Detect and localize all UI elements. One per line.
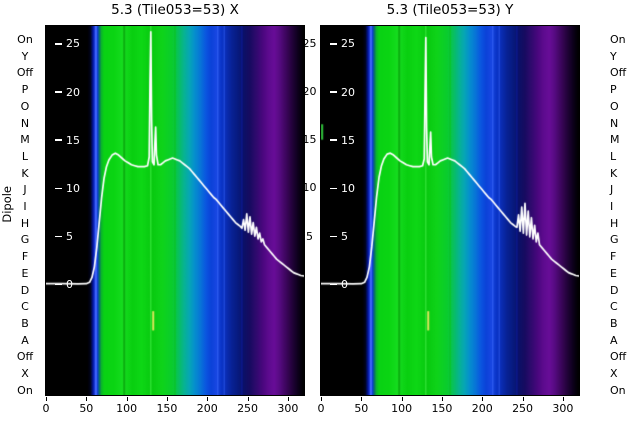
dipole-label-right: Off [610, 350, 627, 364]
dipole-labels-left: On Y Off P O N M L K J I H G F E D C B A Off X On [12, 33, 38, 397]
x-tick-mark [207, 397, 209, 401]
dipole-label-right: Off [610, 66, 627, 80]
x-tick-mark [46, 397, 47, 401]
dipole-label-left: P [21, 83, 29, 97]
dipole-label-left: N [20, 116, 30, 130]
dipole-label-left: O [20, 99, 30, 113]
x-tick-mark [401, 397, 403, 401]
x-tick-mark [562, 397, 564, 401]
x-tick-label: 300 [277, 402, 299, 415]
x-tick-label: 0 [42, 402, 50, 415]
dipole-label-right: P [610, 83, 617, 97]
x-tick-label: 100 [391, 402, 413, 415]
between-ytick-20: 20 [302, 85, 317, 98]
x-tick-label: 100 [116, 402, 138, 415]
x-tick-mark [522, 397, 524, 401]
dipole-label-left: X [21, 367, 29, 381]
x-tick-mark [247, 397, 249, 401]
dipole-label-right: A [610, 333, 618, 347]
dipole-label-left: E [21, 266, 29, 280]
dipole-label-left: B [21, 316, 29, 330]
dipole-label-left: A [21, 333, 29, 347]
dipole-label-left: I [23, 200, 27, 214]
x-tick-mark [361, 397, 363, 401]
x-tick-label: 50 [354, 402, 369, 415]
x-tick-mark [482, 397, 484, 401]
dipole-label-left: On [17, 383, 33, 397]
dipole-label-right: I [610, 200, 614, 214]
dipole-label-right: B [610, 316, 618, 330]
dipole-label-right: O [610, 99, 619, 113]
dipole-label-right: L [610, 149, 617, 163]
x-tick-mark [441, 397, 443, 401]
dipole-label-right: E [610, 266, 617, 280]
dipole-label-left: Off [16, 66, 34, 80]
x-tick-label: 300 [552, 402, 574, 415]
x-tick-label: 150 [156, 402, 178, 415]
heatmap-canvas-y [321, 26, 579, 395]
dipole-label-left: H [20, 216, 30, 230]
x-tick-label: 200 [196, 402, 218, 415]
between-ytick-10: 10 [302, 181, 317, 195]
dipole-label-left: F [21, 250, 29, 264]
dipole-label-right: N [610, 116, 619, 130]
dipole-label-right: On [610, 33, 626, 46]
dipole-label-left: K [21, 166, 29, 180]
dipole-label-right: J [610, 183, 614, 197]
dipole-label-right: D [610, 283, 619, 297]
x-tick-mark [287, 397, 289, 401]
x-tick-mark [166, 397, 168, 401]
x-tick-label: 150 [431, 402, 453, 415]
x-tick-mark [86, 397, 88, 401]
dipole-label-left: C [21, 300, 29, 314]
x-tick-mark [126, 397, 128, 401]
dipole-label-right: K [610, 166, 618, 180]
between-ytick-5: 5 [306, 229, 313, 243]
dipole-label-left: M [20, 133, 30, 147]
dipole-label-left: D [20, 283, 30, 297]
dipole-labels-right: On Y Off P O N M L K J I H G F E D C B A Off X On [608, 33, 638, 397]
dipole-label-right: On [610, 383, 626, 397]
heatmap-panel-x: 25 20 15 10 5 0 [45, 25, 305, 396]
dipole-label-right: G [610, 233, 619, 247]
dipole-label-right: C [610, 300, 618, 314]
x-tick-mark [321, 397, 322, 401]
x-tick-label: 250 [237, 402, 259, 415]
dipole-label-left: Off [16, 350, 34, 364]
dipole-label-left: Y [21, 49, 29, 63]
between-ytick-15: 15 [302, 133, 317, 147]
x-tick-label: 200 [471, 402, 493, 415]
heatmap-canvas-x [46, 26, 304, 395]
dipole-label-right: M [610, 133, 620, 147]
dipole-label-left: G [20, 233, 30, 247]
panel-x-title: 5.3 (Tile053=53) X [111, 2, 239, 18]
dipole-label-right: Y [610, 49, 617, 63]
between-ytick-25: 25 [302, 36, 317, 50]
x-tick-label: 50 [79, 402, 94, 415]
heatmap-panel-y: 25 20 15 10 5 0 [320, 25, 580, 396]
x-tick-label: 250 [512, 402, 534, 415]
dipole-label-right: X [610, 367, 618, 381]
dipole-label-right: H [610, 216, 619, 230]
dipole-label-left: L [21, 149, 29, 163]
panel-y-title: 5.3 (Tile053=53) Y [386, 2, 514, 18]
x-tick-label: 0 [317, 402, 325, 415]
dipole-label-right: F [610, 250, 617, 264]
dipole-label-left: On [17, 33, 33, 46]
dipole-label-left: J [23, 183, 27, 197]
